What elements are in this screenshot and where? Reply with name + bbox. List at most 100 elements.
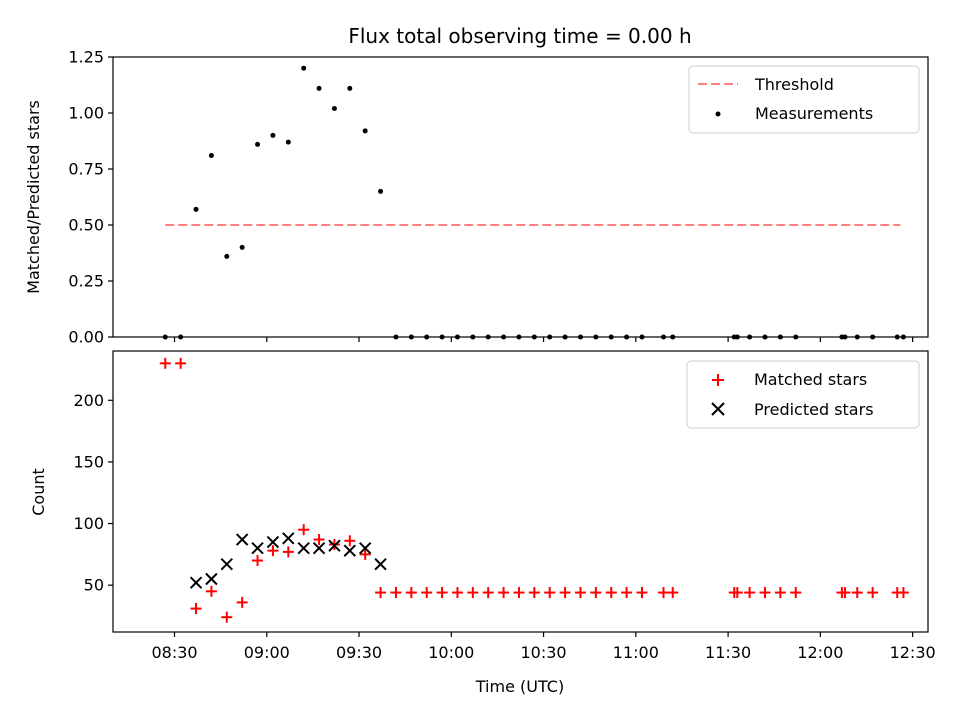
bottom-x-tick-label: 10:30 (521, 643, 567, 662)
matched-star-point (544, 587, 556, 599)
bottom-plot-area (159, 357, 909, 623)
predicted-star-point (312, 541, 326, 555)
measurement-point (270, 132, 276, 138)
matched-star-point (744, 587, 756, 599)
predicted-star-point (343, 544, 357, 557)
top-axes-frame (112, 56, 929, 338)
matched-star-point (774, 587, 786, 599)
measurement-point (239, 244, 245, 250)
matched-star-point (590, 587, 602, 599)
measurement-point (208, 153, 214, 159)
matched-star-point (513, 587, 525, 599)
matched-star-point (205, 585, 217, 597)
matched-star-point (851, 587, 863, 599)
matched-star-point (451, 587, 463, 599)
matched-star-point (528, 587, 540, 599)
matched-star-point (436, 587, 448, 599)
matched-star-point (252, 555, 264, 567)
matched-star-point (405, 587, 417, 599)
measurement-point (378, 188, 384, 194)
top-plot-area (162, 65, 906, 340)
bottom-x-tick-label: 10:00 (428, 643, 474, 662)
bottom-x-tick-label: 12:30 (890, 643, 936, 662)
measurement-point (301, 65, 307, 71)
top-legend: Threshold Measurements (688, 65, 920, 134)
bottom-x-tick-label: 12:00 (797, 643, 843, 662)
measurement-point (362, 128, 368, 134)
matched-star-point (621, 587, 633, 599)
top-chart-title: Flux total observing time = 0.00 h (348, 24, 691, 48)
matched-star-point (897, 587, 909, 599)
top-x-axis (173, 337, 914, 342)
matched-star-point (282, 546, 294, 558)
bottom-axes-frame (112, 350, 929, 633)
bottom-x-tick-label: 11:00 (613, 643, 659, 662)
matched-star-point (658, 587, 670, 599)
measurement-point (316, 85, 322, 91)
legend-measurements-label: Measurements (755, 104, 873, 123)
bottom-y-tick-label: 150 (73, 452, 104, 471)
matched-star-point (482, 587, 494, 599)
matched-star-point (839, 587, 851, 599)
legend-predicted-label: Predicted stars (754, 400, 874, 419)
bottom-y-tick-label: 200 (73, 391, 104, 410)
predicted-star-point (235, 533, 249, 546)
top-y-axis-label: Matched/Predicted stars (24, 100, 43, 294)
legend-threshold-label: Threshold (754, 75, 834, 94)
matched-star-point (359, 548, 371, 560)
matched-star-point (421, 587, 433, 599)
predicted-star-point (282, 532, 295, 545)
top-y-tick-label: 0.50 (68, 216, 104, 235)
legend-matched-swatch (712, 374, 724, 386)
bottom-x-tick-label: 08:30 (151, 643, 197, 662)
bottom-x-axis: 08:30 09:00 09:30 10:00 10:30 11:00 11:30 12:00… (151, 632, 936, 662)
top-y-tick-label: 0.00 (68, 328, 104, 347)
measurement-point (193, 206, 199, 212)
matched-star-point (236, 596, 248, 608)
predicted-star-point (251, 541, 264, 555)
bottom-x-axis-label: Time (UTC) (475, 677, 564, 696)
measurement-point (224, 253, 230, 259)
top-legend-box (688, 65, 920, 134)
matched-star-point (298, 524, 310, 536)
top-y-axis: 0.00 0.25 0.50 0.75 1.00 1.25 (68, 48, 113, 347)
matched-star-point (790, 587, 802, 599)
matched-star-point (574, 587, 586, 599)
measurement-point (347, 85, 353, 91)
bottom-x-tick-label: 09:00 (244, 643, 290, 662)
predicted-star-point (297, 541, 310, 555)
top-y-tick-label: 0.25 (68, 272, 104, 291)
measurement-point (285, 139, 291, 145)
matched-star-point (375, 587, 387, 599)
measurement-point (255, 141, 261, 147)
predicted-star-point (266, 535, 280, 549)
matched-star-point (759, 587, 771, 599)
matched-star-point (867, 587, 879, 599)
measurement-point (331, 106, 337, 112)
bottom-legend: Matched stars Predicted stars (686, 360, 920, 429)
predicted-star-point (358, 541, 372, 555)
matched-star-point (667, 587, 679, 599)
matched-star-point (267, 545, 279, 557)
matched-star-point (498, 587, 510, 599)
bottom-y-tick-label: 100 (73, 514, 104, 533)
matched-star-point (313, 534, 325, 546)
predicted-star-point (328, 539, 341, 552)
matched-star-point (467, 587, 479, 599)
bottom-y-tick-label: 50 (84, 576, 104, 595)
matched-star-point (605, 587, 617, 599)
legend-measurements-swatch (715, 111, 721, 117)
top-y-tick-label: 1.25 (68, 48, 104, 67)
predicted-star-point (374, 558, 387, 571)
legend-matched-label: Matched stars (754, 370, 867, 389)
matched-star-point (731, 587, 743, 599)
predicted-star-point (205, 572, 218, 586)
matched-star-point (190, 603, 202, 615)
bottom-y-axis: 50 100 150 200 (73, 391, 113, 595)
top-y-tick-label: 0.75 (68, 160, 104, 179)
bottom-y-axis-label: Count (29, 468, 48, 516)
predicted-star-point (220, 558, 233, 571)
bottom-legend-box (686, 360, 920, 429)
bottom-x-tick-label: 11:30 (705, 643, 751, 662)
